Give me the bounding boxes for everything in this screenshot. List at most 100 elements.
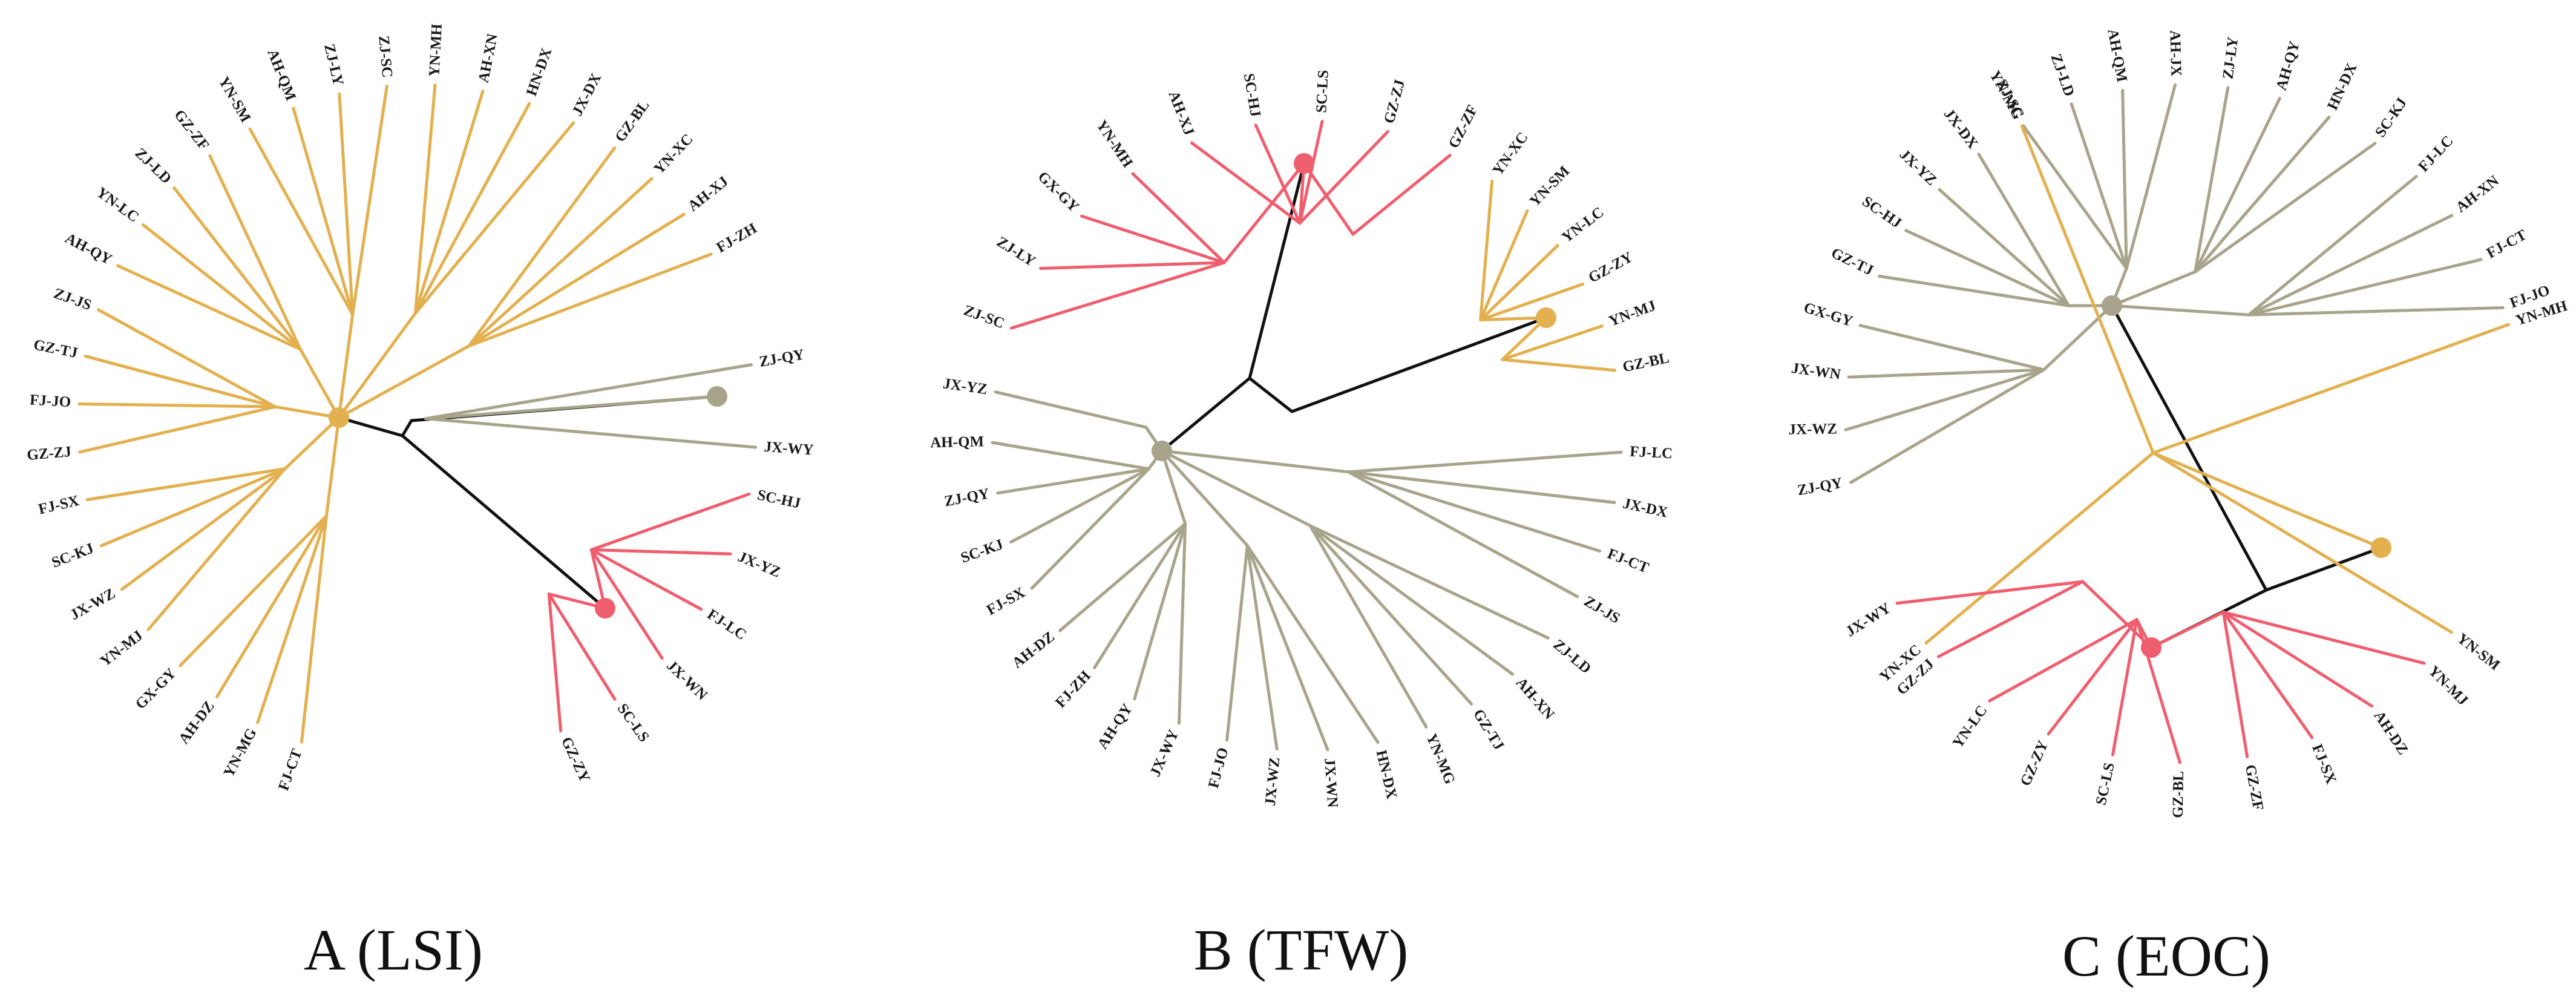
tip-label: HN-DX [2324,61,2360,113]
tree-branch [1009,467,1150,544]
tree-branch [1847,368,2046,379]
tree-branch [351,84,388,317]
tip-label: ZJ-JS [51,285,93,313]
tip-label: YN-MH [426,23,445,77]
cluster-node [707,386,727,407]
tip-label: ZJ-LD [1550,637,1594,677]
tip-label: JX-YZ [942,375,989,398]
tree-branch [2221,610,2249,758]
tree-branch [2221,610,2314,740]
tree-branch [248,127,355,317]
tree-branch [1190,141,1302,225]
tip-label: FJ-CT [275,747,306,793]
tree-branch [467,252,713,348]
tip-label: HN-DX [523,46,556,98]
cluster-node [1536,307,1556,328]
tree-branch [2111,618,2138,756]
tip-label: JX-WY [1147,727,1182,779]
tree-branch [2194,116,2331,274]
tip-label: AH-QM [264,47,299,103]
root-branch [1248,376,1294,413]
tip-label: ZJ-LY [2220,36,2241,80]
tip-label: SC-HJ [1240,72,1263,118]
tree-branch [2047,618,2138,736]
tip-label: FJ-SX [2309,742,2339,786]
root-branch [1160,376,1251,453]
tree-branch [2194,97,2281,274]
tree-branch [991,441,1150,471]
tree-branch [467,212,686,348]
tip-label: SC-LS [614,701,652,745]
tip-label: JX-DX [1621,495,1669,520]
tree-branch [337,312,417,419]
cluster-node [2141,637,2161,658]
tree-branch [1298,130,1389,225]
tip-label: YN-MG [1986,68,2026,122]
tip-label: JX-DX [569,71,605,119]
tree-branch [1936,580,2085,658]
tree-branch [1849,368,2046,484]
panel-c-eoc: ZJ-QY JX-WZ JX-WN GX-GY GZ-TJ SC-HJ JX-YZJX-DX… [1788,27,2569,818]
tip-label: AH-QM [2104,27,2130,83]
tree-branch [337,313,355,419]
tip-label: JX-YZ [735,548,782,580]
tree-branch [77,402,277,408]
tree-branch [2042,304,2114,372]
tree-branch [142,223,302,351]
tip-label: AH-QY [1095,701,1136,752]
tree-branch [1160,449,1350,474]
tree-branch [1501,324,1604,361]
tip-label: GZ-TJ [1829,244,1876,278]
tip-label: FJ-ZH [713,220,760,256]
tree-branch [1895,580,2085,605]
tree-branch [292,107,355,317]
tree-branch [2247,306,2505,317]
tree-branch [589,548,664,660]
tree-branch [1858,324,2046,372]
tip-label: FJ-JO [1205,746,1231,790]
tip-label: YN-SM [1527,163,1573,209]
tree-branch [1346,470,1579,599]
tree-branch [1501,358,1617,372]
tree-branch [1977,153,2071,307]
tree-branch [1093,522,1187,669]
tree-branch [1844,368,2046,431]
tip-label: AH-DZ [1009,629,1058,672]
tree-branch [2110,304,2250,317]
tip-label: YN-XC [651,131,696,177]
tip-label: JX-WZ [1788,421,1837,438]
tree-branch [1346,470,1616,504]
tree-branch [78,405,277,454]
tree-branch [547,592,563,733]
tip-label: ZJ-SC [962,302,1007,332]
tip-label: AH-XN [476,32,501,84]
tree-branch [324,416,341,517]
tree-branch [424,395,719,421]
tip-label: AH-QY [62,230,114,268]
tree-branch [84,355,277,408]
tip-label: SC-KJ [2372,95,2410,140]
tree-branch [338,92,355,317]
root-branch [1290,316,1548,413]
tree-branch [1177,522,1187,725]
tree-branch [2149,610,2225,649]
tip-label: SC-KJ [959,536,1005,566]
tree-branch [2194,142,2377,274]
tip-label: FJ-JO [29,392,71,410]
tip-label: GZ-ZF [2242,763,2267,812]
tree-branch [1030,467,1150,590]
tree-branch [120,467,287,591]
tip-label: GX-GY [1801,300,1855,330]
tree-branch [2070,102,2128,270]
tree-branch [1479,209,1529,322]
root-branch [1248,162,1306,380]
tree-branch [1302,162,1355,236]
tree-branch [1479,316,1548,322]
tree-branch [589,548,703,611]
tip-label: GZ-TJ [1470,706,1507,753]
tree-branch [1160,449,1249,548]
tree-branch [1254,123,1302,225]
tree-branch [337,344,471,419]
tip-label: FJ-LC [1630,444,1673,462]
